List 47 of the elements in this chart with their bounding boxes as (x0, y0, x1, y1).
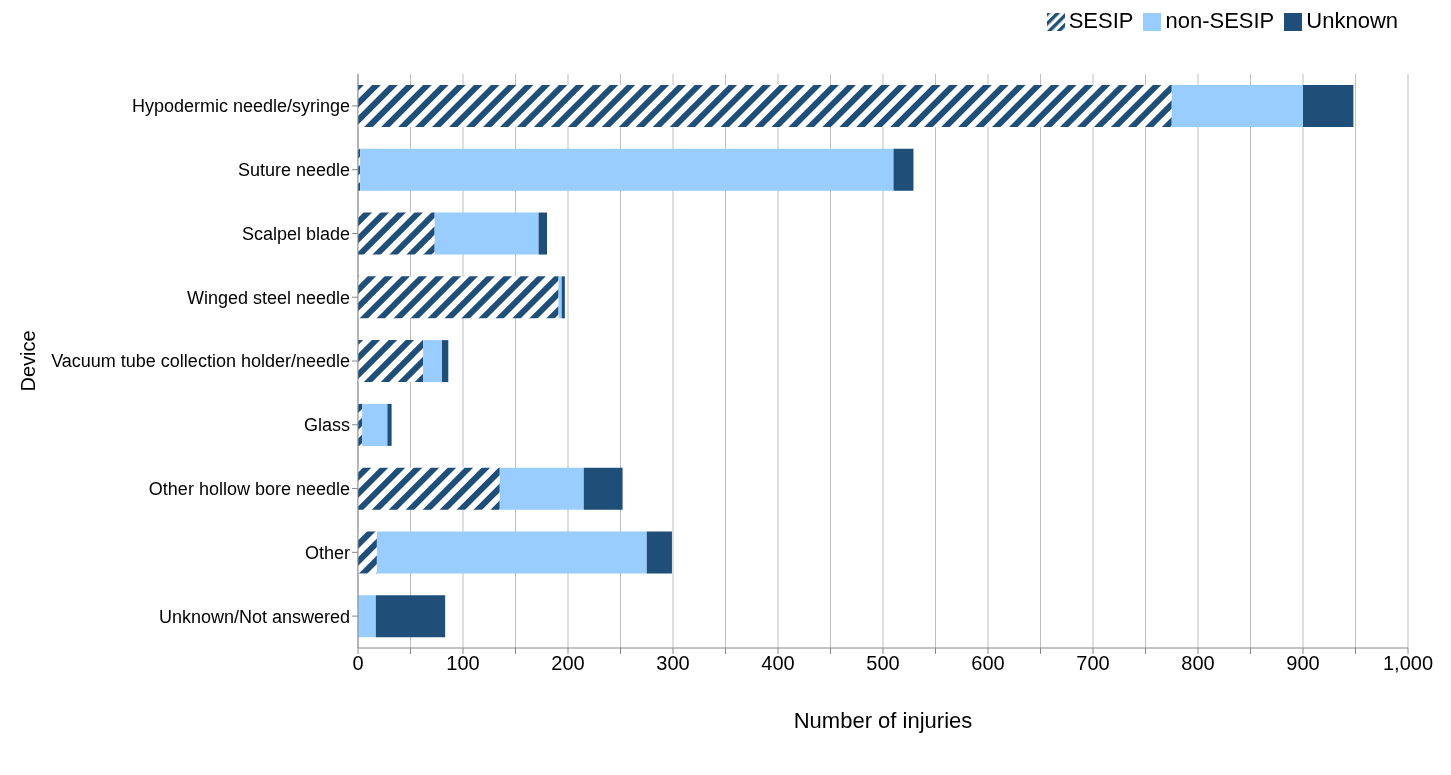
bar (358, 340, 424, 383)
bar (387, 403, 392, 446)
y-tick-label: Unknown/Not answered (158, 606, 350, 627)
bar (360, 148, 894, 191)
bar (1171, 85, 1303, 127)
x-tick-label: 200 (551, 652, 585, 675)
bar (538, 212, 547, 255)
bar (358, 531, 377, 574)
bar (499, 467, 584, 510)
y-tick-label: Other (304, 542, 350, 563)
y-tick-label: Other hollow bore needle (148, 478, 350, 499)
y-tick-label: Vacuum tube collection holder/needle (51, 351, 350, 372)
bar (423, 340, 442, 383)
legend-label: SESIP (1068, 8, 1134, 33)
bar (442, 340, 449, 383)
bar (646, 531, 672, 574)
bar (375, 595, 446, 638)
x-tick-label: 300 (656, 652, 690, 675)
y-tick-label: Suture needle (237, 160, 350, 181)
bar (893, 148, 914, 191)
bar (362, 403, 388, 446)
bar (358, 467, 500, 510)
x-tick-label: 700 (1076, 652, 1110, 675)
y-axis-title: Device (17, 330, 40, 392)
bar (376, 531, 647, 574)
x-tick-label: 1,000 (1382, 652, 1434, 675)
x-tick-label: 100 (446, 652, 480, 675)
x-tick-label: 900 (1286, 652, 1320, 675)
bar (358, 85, 1172, 127)
x-tick-label: 800 (1181, 652, 1215, 675)
x-tick-label: 500 (866, 652, 900, 675)
x-tick-label: 600 (971, 652, 1005, 675)
x-tick-label: 400 (761, 652, 795, 675)
x-axis-title: Number of injuries (793, 708, 973, 733)
bar (434, 212, 539, 255)
bar (358, 276, 559, 319)
legend-label: Unknown (1306, 8, 1398, 33)
bar (583, 467, 623, 510)
bar (358, 595, 376, 638)
x-tick-label: 0 (352, 652, 364, 675)
y-tick-label: Winged steel needle (186, 287, 350, 308)
bar (1303, 85, 1354, 127)
y-tick-label: Glass (303, 415, 350, 436)
legend-label: non-SESIP (1165, 8, 1275, 33)
y-tick-label: Hypodermic needle/syringe (131, 96, 350, 117)
y-tick-label: Scalpel blade (241, 223, 350, 244)
bar (358, 212, 435, 255)
